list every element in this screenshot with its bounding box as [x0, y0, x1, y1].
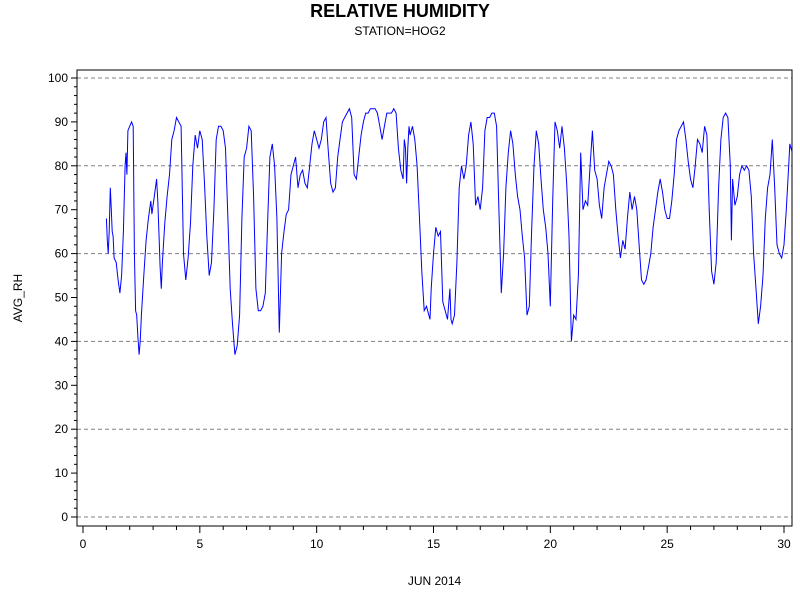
x-axis: 0 5 10 15 20 25 30	[80, 526, 791, 551]
x-tick-label-10: 10	[310, 537, 324, 551]
y-tick-label-10: 10	[55, 466, 69, 480]
y-tick-label-20: 20	[55, 422, 69, 436]
y-axis-label: AVG_RH	[11, 274, 25, 322]
grid-lines	[77, 77, 792, 518]
x-tick-label-15: 15	[427, 537, 441, 551]
y-tick-label-40: 40	[55, 334, 69, 348]
y-tick-label-70: 70	[55, 203, 69, 217]
x-axis-label: JUN 2014	[408, 574, 462, 588]
x-tick-label-25: 25	[660, 537, 674, 551]
y-tick-label-90: 90	[55, 115, 69, 129]
y-tick-label-50: 50	[55, 291, 69, 305]
x-tick-label-30: 30	[777, 537, 791, 551]
y-tick-label-30: 30	[55, 378, 69, 392]
y-axis: 0 10 20 30 40 50 60 70 80 90 100	[48, 71, 77, 524]
x-tick-label-5: 5	[196, 537, 203, 551]
plot-frame	[76, 69, 793, 527]
chart-title: RELATIVE HUMIDITY	[310, 1, 490, 21]
y-tick-label-60: 60	[55, 247, 69, 261]
y-tick-label-100: 100	[48, 71, 68, 85]
chart-subtitle: STATION=HOG2	[354, 24, 446, 38]
y-tick-label-80: 80	[55, 159, 69, 173]
series-line-avg-rh	[105, 107, 793, 355]
y-tick-label-0: 0	[61, 510, 68, 524]
x-tick-label-0: 0	[80, 537, 87, 551]
x-tick-label-20: 20	[544, 537, 558, 551]
